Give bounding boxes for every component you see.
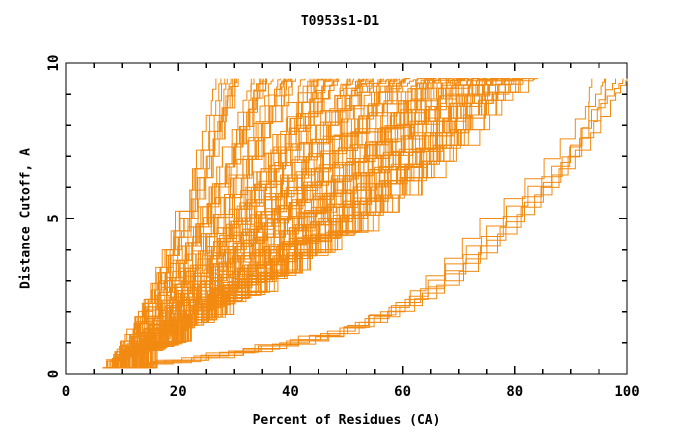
x-tick-label: 60 <box>394 384 411 400</box>
data-curve <box>109 78 616 369</box>
y-tick-label: 5 <box>46 214 62 222</box>
data-curve <box>103 78 266 369</box>
data-curve <box>108 78 628 369</box>
x-axis-label: Percent of Residues (CA) <box>253 413 441 428</box>
data-curve <box>118 78 532 369</box>
page-title: T0953s1-D1 <box>300 14 380 29</box>
x-tick-label: 100 <box>614 384 639 400</box>
data-curve <box>119 78 449 369</box>
y-tick-label: 0 <box>46 370 62 378</box>
x-tick-label: 40 <box>282 384 299 400</box>
y-tick-label: 10 <box>46 55 62 72</box>
axes-group <box>65 62 628 375</box>
data-curve <box>107 78 607 369</box>
y-axis-label: Distance Cutoff, A <box>19 148 34 289</box>
data-curve <box>108 78 624 369</box>
x-tick-label: 0 <box>62 384 70 400</box>
axis-labels-group: 0 20 40 60 80 100 0 5 10 Percent of Residues (CA)… <box>19 55 640 428</box>
data-curve <box>108 78 217 369</box>
x-tick-label: 20 <box>170 384 187 400</box>
data-curve <box>107 78 593 369</box>
x-tick-label: 80 <box>506 384 523 400</box>
data-curves-group <box>102 78 628 369</box>
